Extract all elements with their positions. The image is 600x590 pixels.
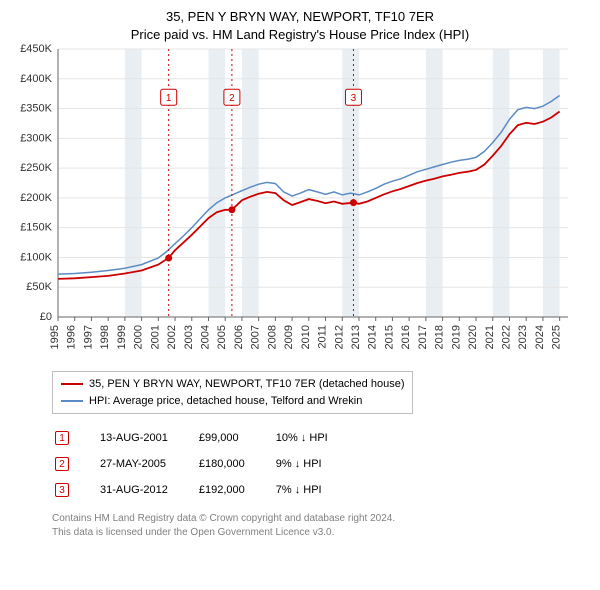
svg-text:2018: 2018 (434, 325, 446, 349)
svg-text:1996: 1996 (66, 325, 78, 349)
svg-text:1: 1 (166, 93, 172, 104)
legend-row: 35, PEN Y BRYN WAY, NEWPORT, TF10 7ER (d… (61, 376, 404, 393)
svg-text:£100K: £100K (20, 252, 52, 264)
legend-label: HPI: Average price, detached house, Telf… (89, 393, 362, 410)
svg-text:2011: 2011 (317, 325, 329, 349)
svg-text:2015: 2015 (383, 325, 395, 349)
svg-text:1997: 1997 (82, 325, 94, 349)
tx-date: 27-MAY-2005 (99, 452, 196, 476)
svg-text:2004: 2004 (199, 325, 211, 349)
tx-price: £99,000 (198, 426, 273, 450)
svg-text:2014: 2014 (367, 325, 379, 349)
svg-text:2010: 2010 (300, 325, 312, 349)
svg-text:£0: £0 (40, 311, 52, 323)
legend-swatch (61, 400, 83, 402)
line-chart-svg: £0 £50K £100K £150K £200K £250K £300K £350K £400… (12, 43, 572, 363)
svg-text:2013: 2013 (350, 325, 362, 349)
tx-price: £192,000 (198, 478, 273, 502)
svg-text:2016: 2016 (400, 325, 412, 349)
chart-area: £0 £50K £100K £150K £200K £250K £300K £350K £400… (12, 43, 588, 363)
svg-text:2001: 2001 (149, 325, 161, 349)
title-line-1: 35, PEN Y BRYN WAY, NEWPORT, TF10 7ER (12, 8, 588, 26)
legend: 35, PEN Y BRYN WAY, NEWPORT, TF10 7ER (d… (52, 371, 413, 414)
svg-text:2021: 2021 (484, 325, 496, 349)
tx-marker: 1 (55, 431, 69, 445)
svg-text:2022: 2022 (500, 325, 512, 349)
legend-row: HPI: Average price, detached house, Telf… (61, 393, 404, 410)
svg-text:2012: 2012 (333, 325, 345, 349)
tx-price: £180,000 (198, 452, 273, 476)
svg-text:2017: 2017 (417, 325, 429, 349)
svg-text:2005: 2005 (216, 325, 228, 349)
legend-label: 35, PEN Y BRYN WAY, NEWPORT, TF10 7ER (d… (89, 376, 404, 393)
svg-text:2006: 2006 (233, 325, 245, 349)
svg-text:2008: 2008 (266, 325, 278, 349)
svg-text:£250K: £250K (20, 162, 52, 174)
tx-date: 13-AUG-2001 (99, 426, 196, 450)
svg-text:2024: 2024 (534, 325, 546, 349)
svg-text:2025: 2025 (551, 325, 563, 349)
tx-marker: 2 (55, 457, 69, 471)
svg-text:1995: 1995 (49, 325, 61, 349)
svg-text:£50K: £50K (26, 281, 52, 293)
svg-text:2020: 2020 (467, 325, 479, 349)
svg-text:3: 3 (351, 93, 357, 104)
chart-title: 35, PEN Y BRYN WAY, NEWPORT, TF10 7ER Pr… (12, 8, 588, 43)
svg-text:£350K: £350K (20, 103, 52, 115)
svg-text:2000: 2000 (133, 325, 145, 349)
table-row: 1 13-AUG-2001£99,00010% ↓ HPI (54, 426, 356, 450)
table-row: 3 31-AUG-2012£192,0007% ↓ HPI (54, 478, 356, 502)
svg-text:1999: 1999 (116, 325, 128, 349)
svg-text:£150K: £150K (20, 222, 52, 234)
svg-text:2019: 2019 (450, 325, 462, 349)
transactions-table: 1 13-AUG-2001£99,00010% ↓ HPI 2 27-MAY-2005… (52, 424, 358, 504)
legend-swatch (61, 383, 83, 385)
tx-delta: 7% ↓ HPI (275, 478, 356, 502)
table-row: 2 27-MAY-2005£180,0009% ↓ HPI (54, 452, 356, 476)
footer-attribution: Contains HM Land Registry data © Crown c… (52, 512, 588, 539)
svg-text:1998: 1998 (99, 325, 111, 349)
svg-text:2: 2 (229, 93, 235, 104)
svg-text:2023: 2023 (517, 325, 529, 349)
tx-date: 31-AUG-2012 (99, 478, 196, 502)
svg-text:£400K: £400K (20, 73, 52, 85)
svg-text:£300K: £300K (20, 132, 52, 144)
svg-text:2003: 2003 (183, 325, 195, 349)
footer-line-2: This data is licensed under the Open Gov… (52, 526, 588, 540)
footer-line-1: Contains HM Land Registry data © Crown c… (52, 512, 588, 526)
svg-text:£200K: £200K (20, 192, 52, 204)
svg-text:2002: 2002 (166, 325, 178, 349)
svg-text:2009: 2009 (283, 325, 295, 349)
tx-delta: 9% ↓ HPI (275, 452, 356, 476)
title-line-2: Price paid vs. HM Land Registry's House … (12, 26, 588, 44)
svg-text:2007: 2007 (250, 325, 262, 349)
tx-marker: 3 (55, 483, 69, 497)
svg-text:£450K: £450K (20, 43, 52, 55)
tx-delta: 10% ↓ HPI (275, 426, 356, 450)
